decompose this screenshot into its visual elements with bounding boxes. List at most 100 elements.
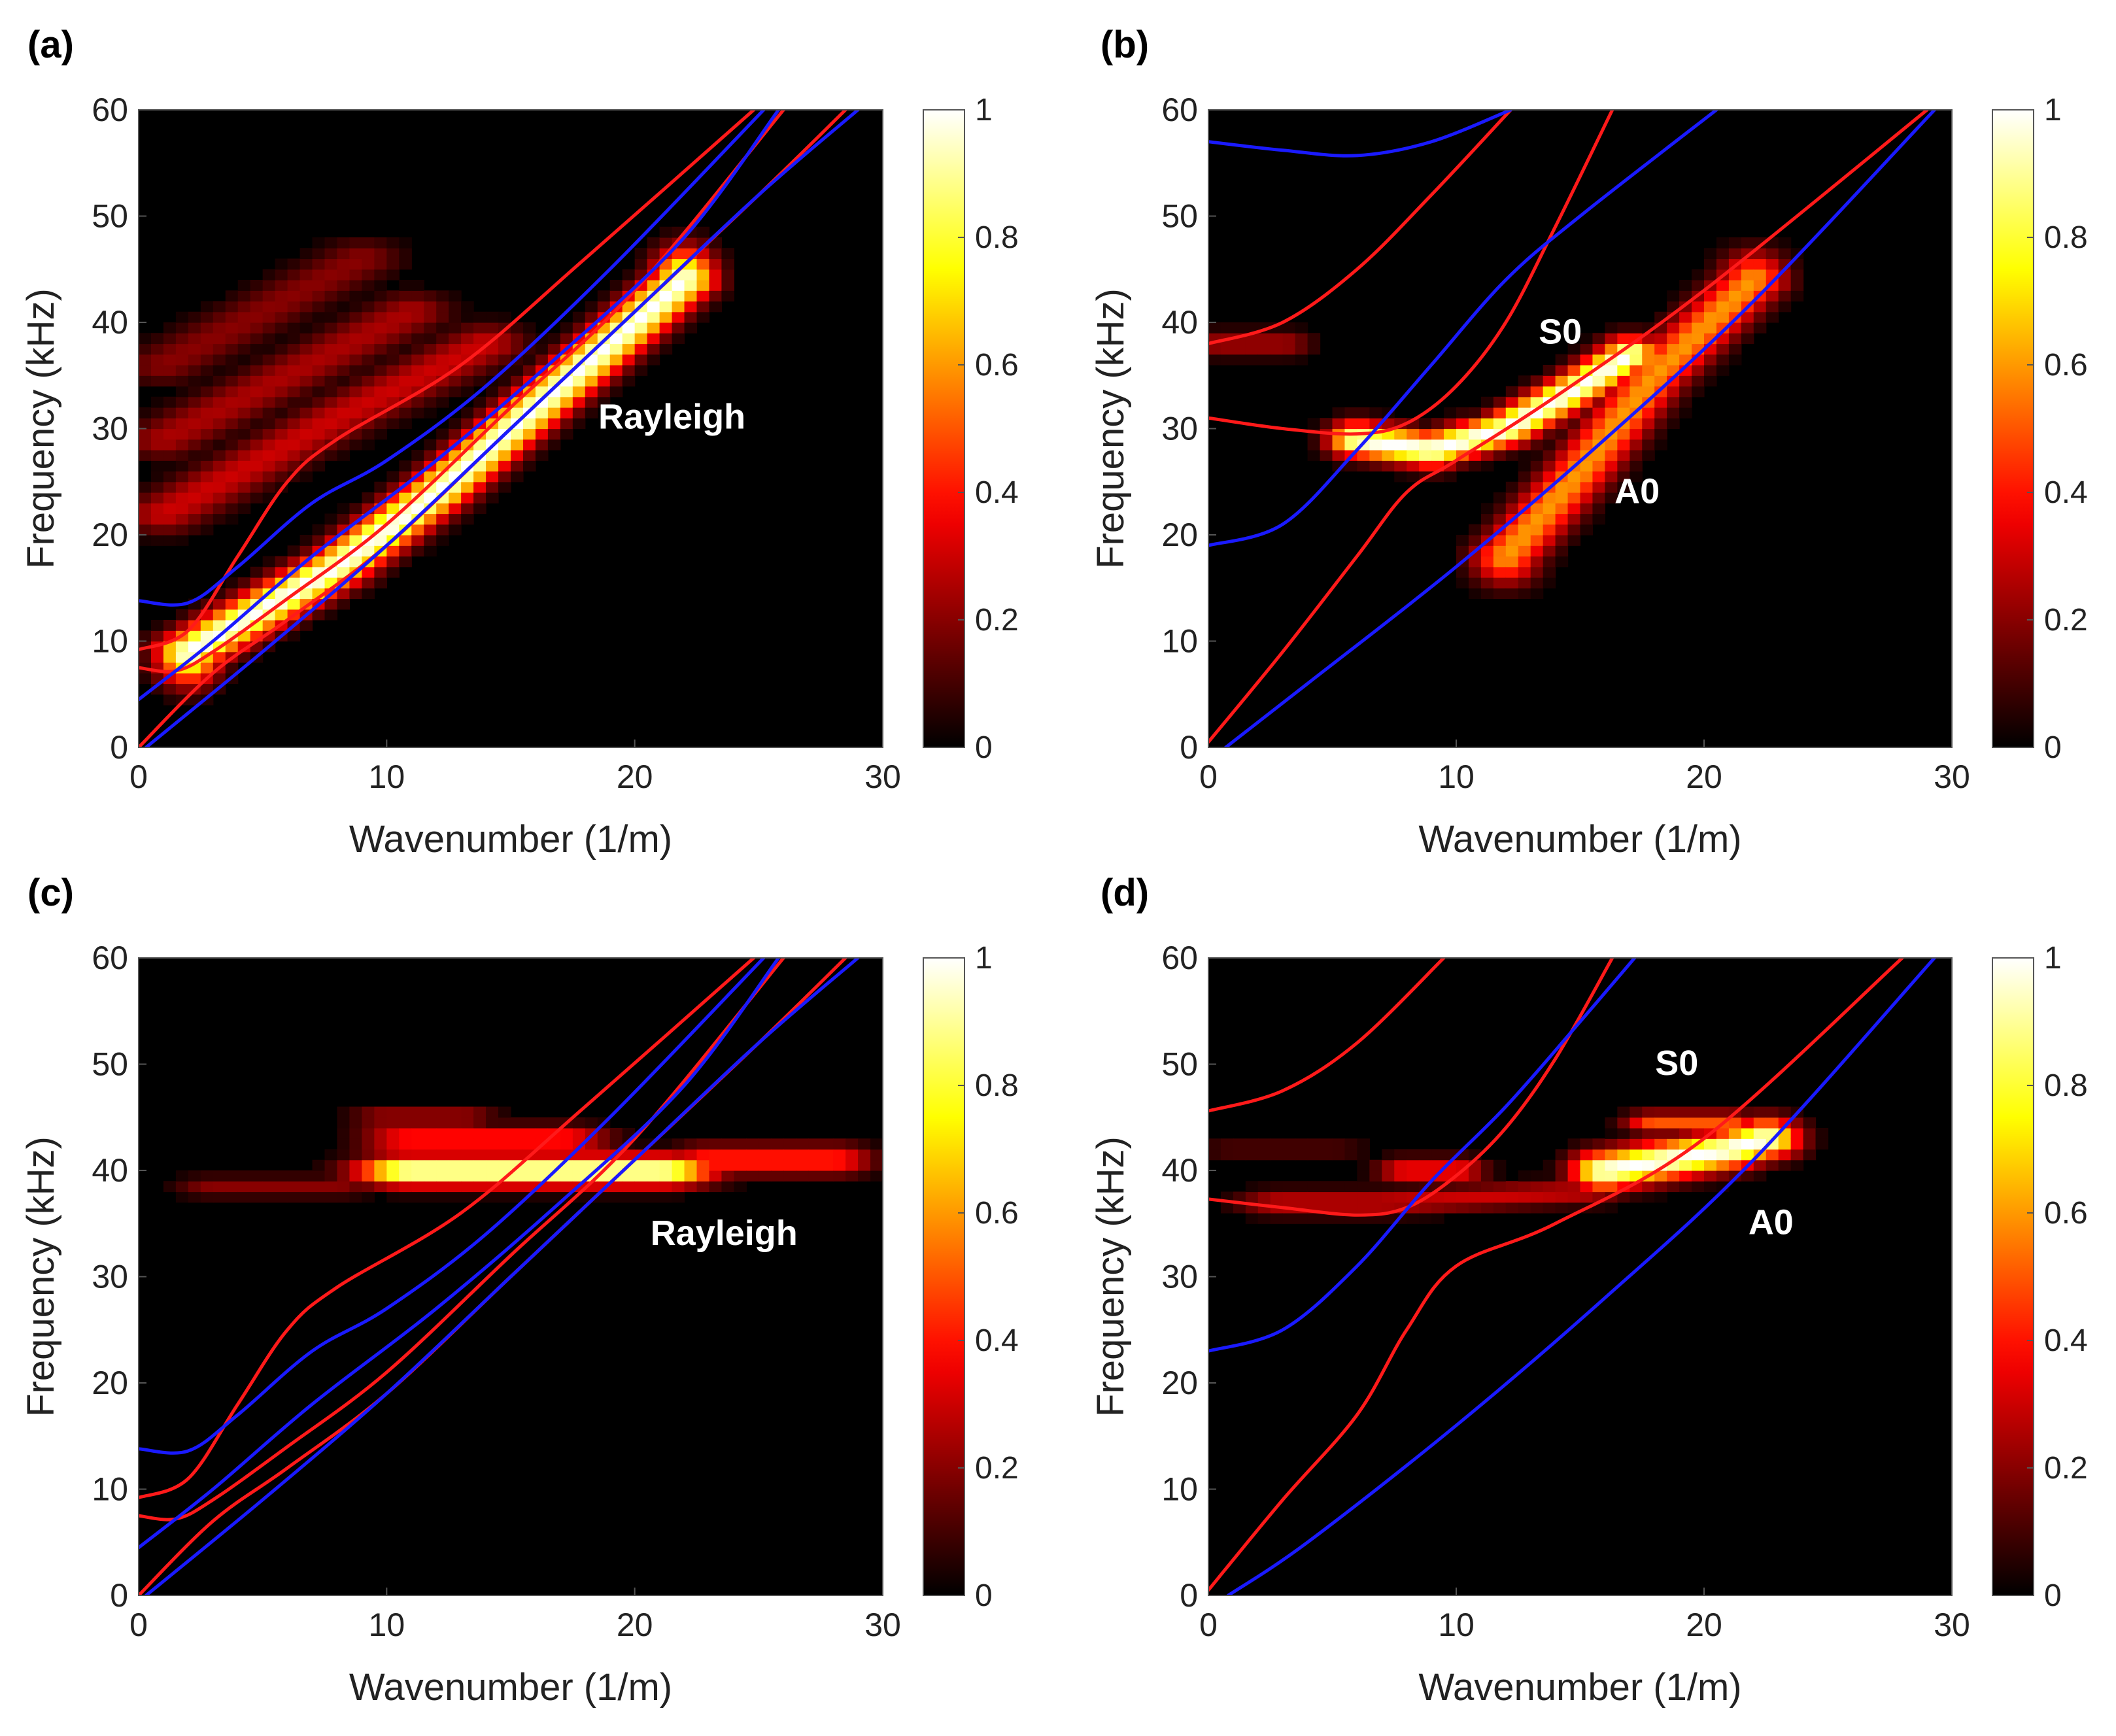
- heatmap-cell: [362, 1149, 375, 1161]
- heatmap-cell: [1530, 386, 1544, 398]
- heatmap-cell: [535, 450, 549, 461]
- heatmap-cell: [522, 450, 536, 461]
- curve-red-3: [139, 958, 756, 1499]
- heatmap-cell: [449, 503, 462, 515]
- heatmap-cell: [1505, 396, 1519, 408]
- heatmap-cell: [609, 333, 623, 345]
- heatmap-cell: [1530, 1181, 1544, 1193]
- heatmap-cell: [262, 1181, 276, 1193]
- heatmap-cell: [237, 460, 251, 472]
- heatmap-cell: [200, 1191, 214, 1203]
- heatmap-cell: [337, 1128, 350, 1139]
- heatmap-cell: [399, 333, 412, 345]
- heatmap-cell: [200, 301, 214, 313]
- heatmap-cell: [1642, 1128, 1655, 1139]
- heatmap-cell: [672, 280, 685, 291]
- heatmap-cell: [163, 471, 177, 483]
- heatmap-cell: [1295, 1181, 1308, 1193]
- heatmap-cell: [362, 439, 375, 451]
- heatmap-cell: [424, 1128, 437, 1139]
- heatmap-cell: [213, 471, 226, 483]
- heatmap-cell: [1790, 1149, 1804, 1161]
- heatmap-cell: [1679, 386, 1692, 398]
- heatmap-cell: [312, 280, 326, 291]
- heatmap-cell: [647, 322, 660, 333]
- heatmap-cell: [1419, 1170, 1432, 1182]
- heatmap-cell: [1790, 1138, 1804, 1150]
- heatmap-cell: [250, 1191, 264, 1203]
- heatmap-cell: [721, 1181, 734, 1193]
- heatmap-cell: [225, 598, 239, 610]
- heatmap-cell: [237, 322, 251, 333]
- heatmap-cell: [622, 343, 636, 355]
- heatmap-cell: [1605, 450, 1618, 461]
- heatmap-cell: [188, 439, 201, 451]
- heatmap-cell: [1580, 343, 1594, 355]
- heatmap-cell: [225, 588, 239, 600]
- heatmap-cell: [275, 450, 288, 461]
- heatmap-cell: [1654, 439, 1667, 451]
- heatmap-cell: [349, 269, 362, 281]
- heatmap-cell: [1270, 333, 1284, 345]
- heatmap-cell: [1753, 1128, 1767, 1139]
- colorbar-tick-label: 0.6: [975, 1196, 1019, 1231]
- heatmap-cell: [287, 1170, 301, 1182]
- heatmap-cell: [337, 1159, 350, 1171]
- heatmap-cell: [287, 365, 301, 376]
- heatmap-cell: [349, 375, 362, 387]
- heatmap-cell: [1344, 1181, 1357, 1193]
- heatmap-cell: [436, 1149, 449, 1161]
- heatmap-cell: [237, 577, 251, 588]
- heatmap-cell: [349, 588, 362, 600]
- heatmap-cell: [399, 418, 412, 430]
- heatmap-cell: [1654, 418, 1667, 430]
- heatmap-cell: [1567, 354, 1581, 366]
- heatmap-cell: [1741, 290, 1754, 302]
- heatmap-cell: [1468, 524, 1482, 536]
- heatmap-cell: [609, 1128, 623, 1139]
- heatmap-cell: [1307, 343, 1321, 355]
- heatmap-cell: [312, 365, 326, 376]
- heatmap-cell: [139, 535, 152, 546]
- heatmap-cell: [275, 269, 288, 281]
- heatmap-cell: [1282, 1181, 1296, 1193]
- heatmap-cell: [150, 471, 164, 483]
- heatmap-cell: [659, 280, 673, 291]
- heatmap-cell: [213, 620, 226, 631]
- heatmap-cell: [200, 450, 214, 461]
- heatmap-cell: [522, 322, 536, 333]
- colorbar: [923, 957, 965, 1596]
- heatmap-cell: [511, 1149, 524, 1161]
- heatmap-cell: [200, 428, 214, 440]
- heatmap-cell: [1716, 311, 1730, 323]
- curve-red-2: [1208, 110, 1929, 744]
- heatmap-cell: [1505, 577, 1519, 588]
- y-tick-label: 50: [92, 1046, 128, 1083]
- heatmap-cell: [1605, 1202, 1618, 1214]
- heatmap-cell: [473, 333, 486, 345]
- heatmap-cell: [250, 280, 264, 291]
- heatmap-cell: [237, 396, 251, 408]
- heatmap-cell: [1605, 1138, 1618, 1150]
- heatmap-cell: [1208, 322, 1221, 333]
- heatmap-cell: [225, 1181, 239, 1193]
- heatmap-cell: [1753, 301, 1767, 313]
- heatmap-cell: [262, 354, 276, 366]
- heatmap-cell: [1530, 524, 1544, 536]
- heatmap-cell: [213, 375, 226, 387]
- curve-blue-1: [1224, 110, 1936, 747]
- heatmap-cell: [759, 1149, 772, 1161]
- curve-red-3: [139, 110, 756, 651]
- heatmap-cell: [1580, 513, 1594, 525]
- heatmap-cell: [200, 513, 214, 525]
- heatmap-cell: [1642, 354, 1655, 366]
- heatmap-cell: [386, 545, 400, 557]
- heatmap-cell: [1505, 503, 1519, 515]
- heatmap-cell: [1692, 301, 1705, 313]
- heatmap-cell: [349, 524, 362, 536]
- heatmap-cell: [1567, 503, 1581, 515]
- heatmap-cell: [275, 311, 288, 323]
- heatmap-cell: [399, 1128, 412, 1139]
- heatmap-cell: [1753, 1117, 1767, 1129]
